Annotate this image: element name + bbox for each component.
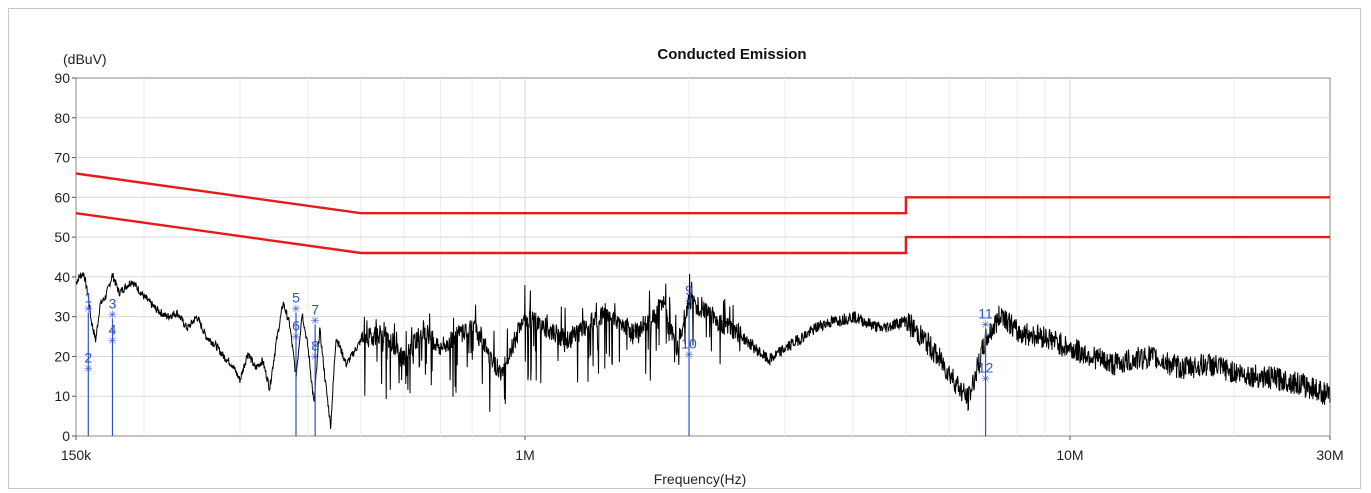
marker-point-7: ✳ xyxy=(311,315,320,328)
y-axis-title: (dBuV) xyxy=(63,51,107,67)
x-axis-ticks: 150k 1M 10M 30M xyxy=(61,436,1344,463)
marker-point-6: ✳ xyxy=(291,331,300,344)
marker-label-7: 7 xyxy=(311,302,319,318)
marker-label-3: 3 xyxy=(109,296,117,312)
x-axis-title: Frequency(Hz) xyxy=(654,471,747,487)
marker-label-10: 10 xyxy=(681,335,697,351)
measurement-trace xyxy=(75,271,1331,429)
y-tick-label: 50 xyxy=(54,229,70,245)
marker-label-5: 5 xyxy=(292,290,300,306)
marker-point-5: ✳ xyxy=(291,303,300,316)
y-tick-label: 0 xyxy=(62,428,70,444)
y-tick-label: 30 xyxy=(54,309,70,325)
y-tick-label: 90 xyxy=(54,70,70,86)
y-tick-label: 20 xyxy=(54,348,70,364)
marker-label-8: 8 xyxy=(311,337,319,353)
chart-title: Conducted Emission xyxy=(657,46,806,63)
y-tick-label: 10 xyxy=(54,388,70,404)
marker-label-11: 11 xyxy=(978,306,993,322)
y-tick-label: 40 xyxy=(54,269,70,285)
limit-line-1 xyxy=(75,172,1330,215)
marker-point-8: ✳ xyxy=(311,350,320,363)
x-tick-label: 10M xyxy=(1056,447,1083,463)
y-tick-label: 70 xyxy=(54,150,70,166)
marker-point-10: ✳ xyxy=(684,348,693,361)
y-axis-ticks: 0 10 20 30 40 50 60 70 80 90 xyxy=(54,70,76,444)
marker-label-4: 4 xyxy=(109,322,117,338)
marker-label-1: 1 xyxy=(84,290,92,306)
marker-point-1: ✳ xyxy=(84,303,93,316)
marker-point-2: ✳ xyxy=(84,362,93,375)
marker-label-9: 9 xyxy=(685,282,693,298)
marker-label-12: 12 xyxy=(978,359,994,375)
markers: ✳1✳2✳3✳4✳5✳6 ✳7✳8✳9✳10✳11✳12 xyxy=(84,282,994,436)
marker-label-2: 2 xyxy=(84,349,92,365)
y-tick-label: 60 xyxy=(54,189,70,205)
limit-lines xyxy=(75,172,1330,255)
plot-background xyxy=(75,77,1331,437)
marker-label-6: 6 xyxy=(292,318,300,334)
x-tick-label: 150k xyxy=(61,447,92,463)
measurement-trace-line xyxy=(75,271,1331,429)
x-tick-label: 1M xyxy=(515,447,534,463)
x-tick-label: 30M xyxy=(1316,447,1343,463)
y-tick-label: 80 xyxy=(54,110,70,126)
marker-point-4: ✳ xyxy=(108,335,117,348)
limit-line-2 xyxy=(75,212,1330,255)
marker-point-3: ✳ xyxy=(108,309,117,322)
marker-point-11: ✳ xyxy=(981,319,990,332)
marker-point-12: ✳ xyxy=(981,372,990,385)
plot-area: ✳1✳2✳3✳4✳5✳6 ✳7✳8✳9✳10✳11✳12 xyxy=(75,77,1331,437)
marker-point-9: ✳ xyxy=(684,295,693,308)
chart-frame xyxy=(8,8,1361,489)
